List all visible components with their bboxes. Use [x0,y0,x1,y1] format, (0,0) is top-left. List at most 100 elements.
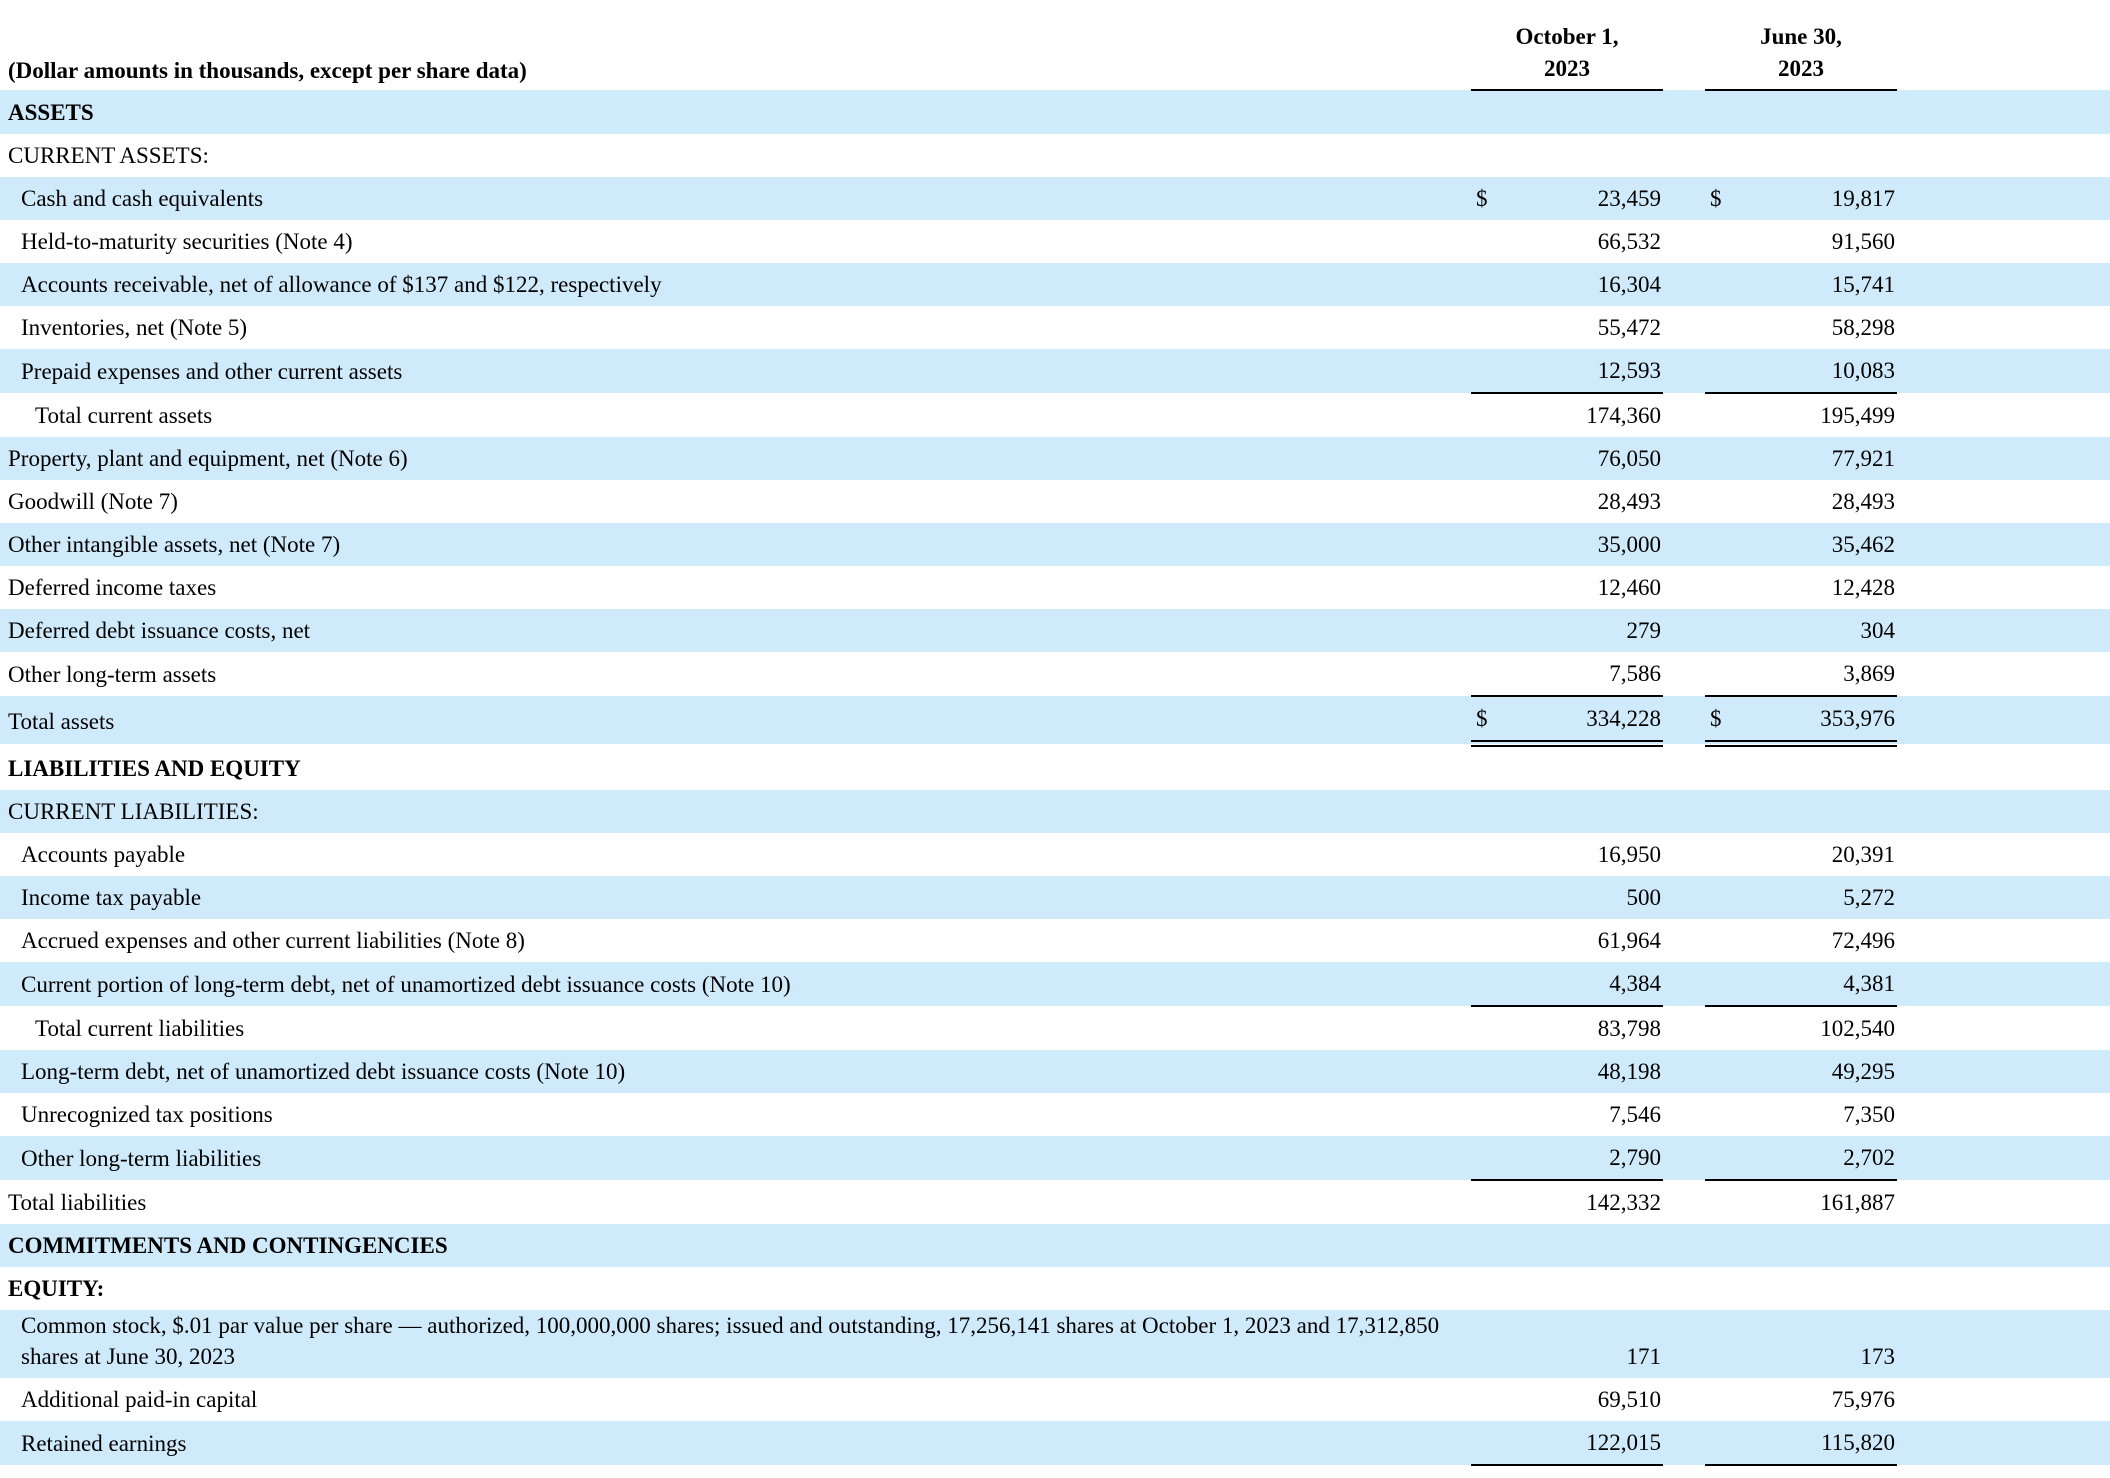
currency-symbol-june: $ [1704,696,1745,747]
column-gap [1663,134,1705,177]
row-label: Other intangible assets, net (Note 7) [0,523,1471,566]
column-gap [1662,177,1705,220]
currency-symbol-october [1470,1421,1511,1467]
currency-symbol-october [1470,1136,1511,1181]
value-october [1511,744,1663,791]
currency-symbol-october [1470,523,1511,566]
currency-symbol-june [1705,1006,1745,1050]
row-right-pad [1897,744,2110,791]
currency-symbol-june [1705,1267,1745,1310]
row-right-pad [1897,1267,2110,1310]
table-row: Accounts payable 16,950 20,391 [0,833,2110,876]
value-june [1744,790,1897,833]
column-gap [1662,962,1705,1006]
value-june: 91,560 [1831,228,1895,254]
value-october: 66,532 [1597,228,1661,254]
row-label: Total assets [0,696,1471,744]
row-right-pad [1897,1421,2110,1466]
row-right-pad [1897,1224,2110,1267]
balance-sheet-body: ASSETS CURRENT ASSETS: Cash and cash equiv… [0,90,2110,1478]
table-row: Additional paid-in capital 69,510 75,976 [0,1378,2110,1421]
currency-symbol-june [1704,1421,1745,1467]
row-right-pad [1897,134,2110,177]
value-october: 142,332 [1586,1189,1661,1215]
currency-symbol-june: $ [1704,177,1745,220]
row-label: Inventories, net (Note 5) [21,314,248,340]
value-october: 48,198 [1510,1050,1663,1093]
row-label: Current portion of long-term debt, net o… [0,962,1471,1006]
table-header: (Dollar amounts in thousands, except per… [0,0,2110,91]
value-june: 5,272 [1744,876,1897,919]
row-label: Prepaid expenses and other current asset… [0,349,1471,393]
header-gap [1663,0,1705,90]
currency-symbol-october [1471,833,1511,876]
currency-symbol-june [1704,1310,1745,1379]
column-gap [1662,349,1705,393]
value-june: 28,493 [1831,488,1895,514]
column-gap [1662,790,1705,833]
row-right-pad [1897,263,2110,306]
currency-symbol-october [1470,652,1511,697]
value-october: 2,790 [1510,1136,1663,1181]
table-row: CURRENT LIABILITIES: [0,790,2110,833]
value-october: 76,050 [1510,437,1663,480]
row-label: Accounts payable [21,841,186,867]
value-june: 4,381 [1744,962,1897,1007]
row-label: COMMITMENTS AND CONTINGENCIES [0,1224,1471,1267]
row-label: EQUITY: [8,1275,105,1301]
row-label: Total current assets [35,402,213,428]
row-label: Deferred income taxes [8,574,217,600]
row-label: Common stock, $.01 par value per share —… [0,1310,1471,1379]
column-header-june: June 30, 2023 [1704,0,1897,91]
value-june: 195,499 [1820,402,1895,428]
currency-symbol-june [1704,609,1745,652]
value-june: 20,391 [1831,841,1895,867]
currency-symbol-october [1471,919,1511,962]
column-gap [1662,1050,1705,1093]
currency-symbol-june [1705,919,1745,962]
column-gap [1663,919,1705,962]
row-label: Other long-term liabilities [0,1136,1471,1180]
value-june: 7,350 [1843,1101,1895,1127]
value-june: 58,298 [1831,314,1895,340]
table-row: Total assets $334,228 $353,976 [0,696,2110,747]
row-label: Accrued expenses and other current liabi… [21,927,525,953]
currency-symbol-october [1471,1378,1511,1421]
value-october: 174,360 [1586,402,1661,428]
value-october: 12,460 [1597,574,1661,600]
currency-symbol-october [1471,1180,1511,1224]
column-header-october: October 1, 2023 [1470,0,1663,91]
row-label: Property, plant and equipment, net (Note… [0,437,1471,480]
currency-symbol-june [1705,393,1745,437]
column-gap [1663,1180,1705,1224]
column-gap [1663,220,1705,263]
value-june: 10,083 [1744,349,1897,394]
value-june: 173 [1744,1310,1897,1379]
currency-symbol-october [1470,962,1511,1007]
value-june [1744,90,1897,134]
table-row: Unrecognized tax positions 7,546 7,350 [0,1093,2110,1136]
row-label: Unrecognized tax positions [21,1101,273,1127]
column-gap [1663,566,1705,609]
row-right-pad [1897,1180,2110,1224]
currency-symbol-june [1705,306,1745,349]
row-right-pad [1897,349,2110,393]
table-row: ASSETS [0,90,2110,134]
table-row: Common stock, $.01 par value per share —… [0,1310,2110,1379]
value-june: 72,496 [1831,927,1895,953]
table-row: Income tax payable 500 5,272 [0,876,2110,919]
value-october: 23,459 [1510,177,1663,220]
column-gap [1662,876,1705,919]
column-gap [1663,480,1705,523]
value-october [1510,90,1663,134]
column-gap [1663,306,1705,349]
table-row: Long-term debt, net of unamortized debt … [0,1050,2110,1093]
value-june [1745,1267,1897,1310]
row-right-pad [1897,1050,2110,1093]
column-gap [1662,1136,1705,1180]
row-label: Accounts receivable, net of allowance of… [0,263,1471,306]
currency-symbol-june [1704,90,1745,134]
value-october: 500 [1510,876,1663,919]
table-row: Goodwill (Note 7) 28,493 28,493 [0,480,2110,523]
